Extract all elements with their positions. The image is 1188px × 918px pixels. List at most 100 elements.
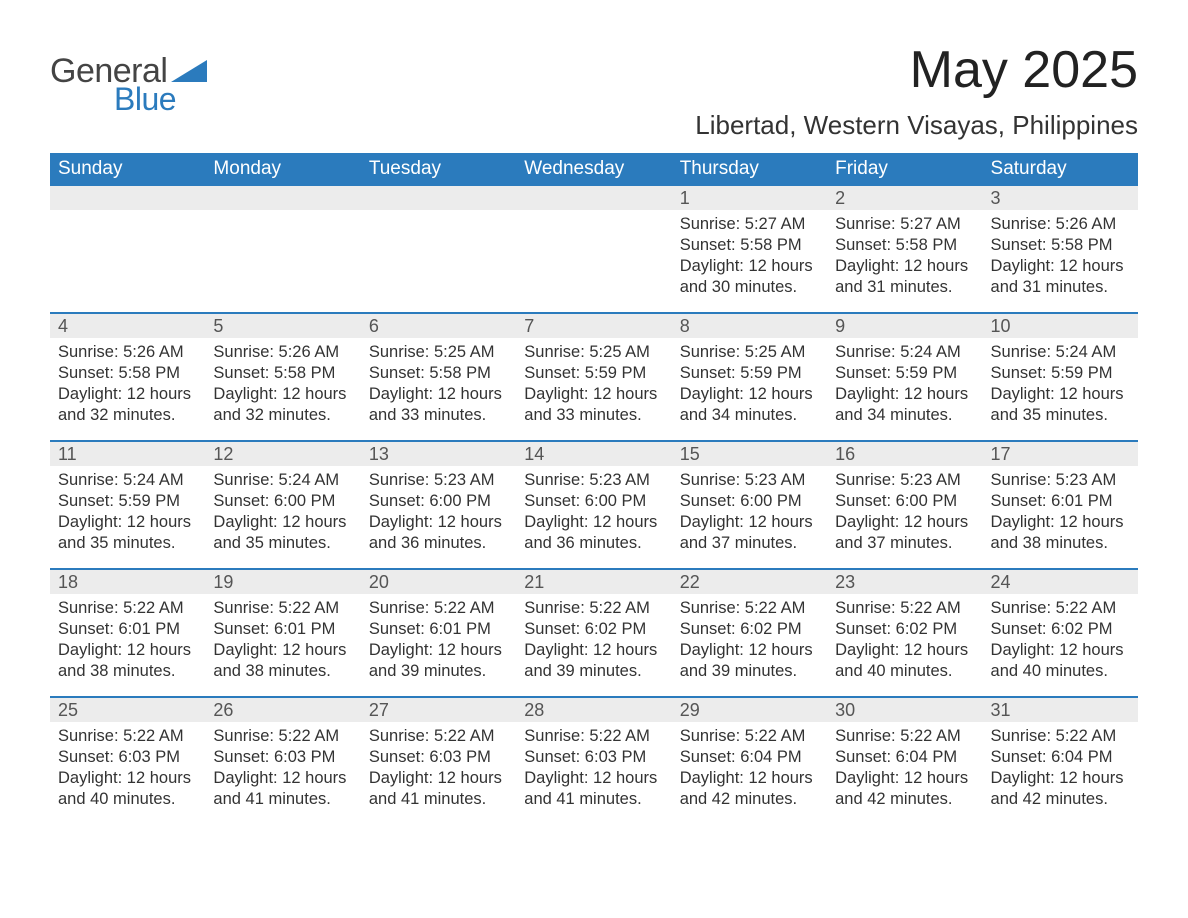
calendar-week: 18Sunrise: 5:22 AMSunset: 6:01 PMDayligh… (50, 568, 1138, 696)
weekday-header-row: Sunday Monday Tuesday Wednesday Thursday… (50, 153, 1138, 186)
day-number: 9 (827, 314, 982, 338)
calendar-day: 1Sunrise: 5:27 AMSunset: 5:58 PMDaylight… (672, 186, 827, 312)
day-number: 8 (672, 314, 827, 338)
daylight-text: Daylight: 12 hours and 31 minutes. (835, 256, 976, 298)
sunrise-text: Sunrise: 5:24 AM (835, 342, 976, 363)
day-number: 16 (827, 442, 982, 466)
calendar-week: 11Sunrise: 5:24 AMSunset: 5:59 PMDayligh… (50, 440, 1138, 568)
daylight-text: Daylight: 12 hours and 39 minutes. (369, 640, 510, 682)
daylight-text: Daylight: 12 hours and 39 minutes. (524, 640, 665, 682)
calendar-day: 17Sunrise: 5:23 AMSunset: 6:01 PMDayligh… (983, 442, 1138, 568)
day-number: 26 (205, 698, 360, 722)
sunset-text: Sunset: 6:03 PM (369, 747, 510, 768)
daylight-text: Daylight: 12 hours and 32 minutes. (213, 384, 354, 426)
day-body: Sunrise: 5:24 AMSunset: 5:59 PMDaylight:… (50, 466, 205, 554)
day-body: Sunrise: 5:22 AMSunset: 6:03 PMDaylight:… (516, 722, 671, 810)
day-body: Sunrise: 5:22 AMSunset: 6:01 PMDaylight:… (361, 594, 516, 682)
calendar-day: 31Sunrise: 5:22 AMSunset: 6:04 PMDayligh… (983, 698, 1138, 824)
day-body: Sunrise: 5:22 AMSunset: 6:04 PMDaylight:… (672, 722, 827, 810)
sunset-text: Sunset: 5:58 PM (680, 235, 821, 256)
calendar-day: 24Sunrise: 5:22 AMSunset: 6:02 PMDayligh… (983, 570, 1138, 696)
sunset-text: Sunset: 6:02 PM (835, 619, 976, 640)
calendar-day: 23Sunrise: 5:22 AMSunset: 6:02 PMDayligh… (827, 570, 982, 696)
calendar-day (50, 186, 205, 312)
calendar-day: 13Sunrise: 5:23 AMSunset: 6:00 PMDayligh… (361, 442, 516, 568)
day-body: Sunrise: 5:23 AMSunset: 6:00 PMDaylight:… (516, 466, 671, 554)
sunrise-text: Sunrise: 5:23 AM (369, 470, 510, 491)
sunrise-text: Sunrise: 5:26 AM (213, 342, 354, 363)
sunset-text: Sunset: 6:01 PM (58, 619, 199, 640)
day-body: Sunrise: 5:23 AMSunset: 6:00 PMDaylight:… (672, 466, 827, 554)
day-number: 1 (672, 186, 827, 210)
day-number: 2 (827, 186, 982, 210)
day-body: Sunrise: 5:22 AMSunset: 6:03 PMDaylight:… (205, 722, 360, 810)
day-number: 11 (50, 442, 205, 466)
sunset-text: Sunset: 6:00 PM (524, 491, 665, 512)
sunset-text: Sunset: 6:04 PM (835, 747, 976, 768)
day-body: Sunrise: 5:22 AMSunset: 6:03 PMDaylight:… (361, 722, 516, 810)
calendar-day: 10Sunrise: 5:24 AMSunset: 5:59 PMDayligh… (983, 314, 1138, 440)
day-body: Sunrise: 5:22 AMSunset: 6:02 PMDaylight:… (672, 594, 827, 682)
daylight-text: Daylight: 12 hours and 34 minutes. (835, 384, 976, 426)
day-number: 27 (361, 698, 516, 722)
day-number: 17 (983, 442, 1138, 466)
day-body: Sunrise: 5:22 AMSunset: 6:01 PMDaylight:… (205, 594, 360, 682)
day-number: 21 (516, 570, 671, 594)
sunrise-text: Sunrise: 5:22 AM (680, 726, 821, 747)
day-body: Sunrise: 5:22 AMSunset: 6:02 PMDaylight:… (983, 594, 1138, 682)
day-number: 29 (672, 698, 827, 722)
sunset-text: Sunset: 6:00 PM (835, 491, 976, 512)
calendar-day: 8Sunrise: 5:25 AMSunset: 5:59 PMDaylight… (672, 314, 827, 440)
weekday-header: Sunday (50, 153, 205, 186)
sunrise-text: Sunrise: 5:22 AM (991, 598, 1132, 619)
day-number: 13 (361, 442, 516, 466)
day-body: Sunrise: 5:23 AMSunset: 6:01 PMDaylight:… (983, 466, 1138, 554)
day-body: Sunrise: 5:22 AMSunset: 6:03 PMDaylight:… (50, 722, 205, 810)
brand-logo: General Blue (50, 52, 207, 118)
sunset-text: Sunset: 6:02 PM (524, 619, 665, 640)
daylight-text: Daylight: 12 hours and 33 minutes. (369, 384, 510, 426)
daylight-text: Daylight: 12 hours and 34 minutes. (680, 384, 821, 426)
sunrise-text: Sunrise: 5:26 AM (991, 214, 1132, 235)
page: General Blue May 2025 Libertad, Western … (0, 0, 1188, 854)
day-body: Sunrise: 5:26 AMSunset: 5:58 PMDaylight:… (50, 338, 205, 426)
sunrise-text: Sunrise: 5:22 AM (680, 598, 821, 619)
day-number: 4 (50, 314, 205, 338)
sunrise-text: Sunrise: 5:22 AM (991, 726, 1132, 747)
sunset-text: Sunset: 6:03 PM (524, 747, 665, 768)
daylight-text: Daylight: 12 hours and 35 minutes. (991, 384, 1132, 426)
sunrise-text: Sunrise: 5:22 AM (524, 598, 665, 619)
sunset-text: Sunset: 5:58 PM (369, 363, 510, 384)
weekday-header: Monday (205, 153, 360, 186)
sunset-text: Sunset: 5:58 PM (213, 363, 354, 384)
day-number: 12 (205, 442, 360, 466)
daylight-text: Daylight: 12 hours and 37 minutes. (835, 512, 976, 554)
day-body: Sunrise: 5:22 AMSunset: 6:02 PMDaylight:… (827, 594, 982, 682)
daylight-text: Daylight: 12 hours and 41 minutes. (524, 768, 665, 810)
sunrise-text: Sunrise: 5:27 AM (680, 214, 821, 235)
sunrise-text: Sunrise: 5:22 AM (58, 598, 199, 619)
day-number (205, 186, 360, 210)
sunset-text: Sunset: 5:59 PM (58, 491, 199, 512)
calendar-day: 19Sunrise: 5:22 AMSunset: 6:01 PMDayligh… (205, 570, 360, 696)
calendar-week: 4Sunrise: 5:26 AMSunset: 5:58 PMDaylight… (50, 312, 1138, 440)
sunrise-text: Sunrise: 5:26 AM (58, 342, 199, 363)
calendar-day: 25Sunrise: 5:22 AMSunset: 6:03 PMDayligh… (50, 698, 205, 824)
header: General Blue May 2025 Libertad, Western … (50, 44, 1138, 141)
sunset-text: Sunset: 5:58 PM (58, 363, 199, 384)
day-number (50, 186, 205, 210)
day-number (516, 186, 671, 210)
sunset-text: Sunset: 5:58 PM (991, 235, 1132, 256)
daylight-text: Daylight: 12 hours and 35 minutes. (213, 512, 354, 554)
calendar-day: 29Sunrise: 5:22 AMSunset: 6:04 PMDayligh… (672, 698, 827, 824)
day-number: 23 (827, 570, 982, 594)
daylight-text: Daylight: 12 hours and 32 minutes. (58, 384, 199, 426)
brand-word-2: Blue (114, 81, 176, 118)
day-body: Sunrise: 5:22 AMSunset: 6:04 PMDaylight:… (983, 722, 1138, 810)
calendar-day: 28Sunrise: 5:22 AMSunset: 6:03 PMDayligh… (516, 698, 671, 824)
day-body: Sunrise: 5:23 AMSunset: 6:00 PMDaylight:… (827, 466, 982, 554)
sunset-text: Sunset: 5:59 PM (524, 363, 665, 384)
calendar-day: 20Sunrise: 5:22 AMSunset: 6:01 PMDayligh… (361, 570, 516, 696)
daylight-text: Daylight: 12 hours and 42 minutes. (991, 768, 1132, 810)
day-body: Sunrise: 5:22 AMSunset: 6:01 PMDaylight:… (50, 594, 205, 682)
